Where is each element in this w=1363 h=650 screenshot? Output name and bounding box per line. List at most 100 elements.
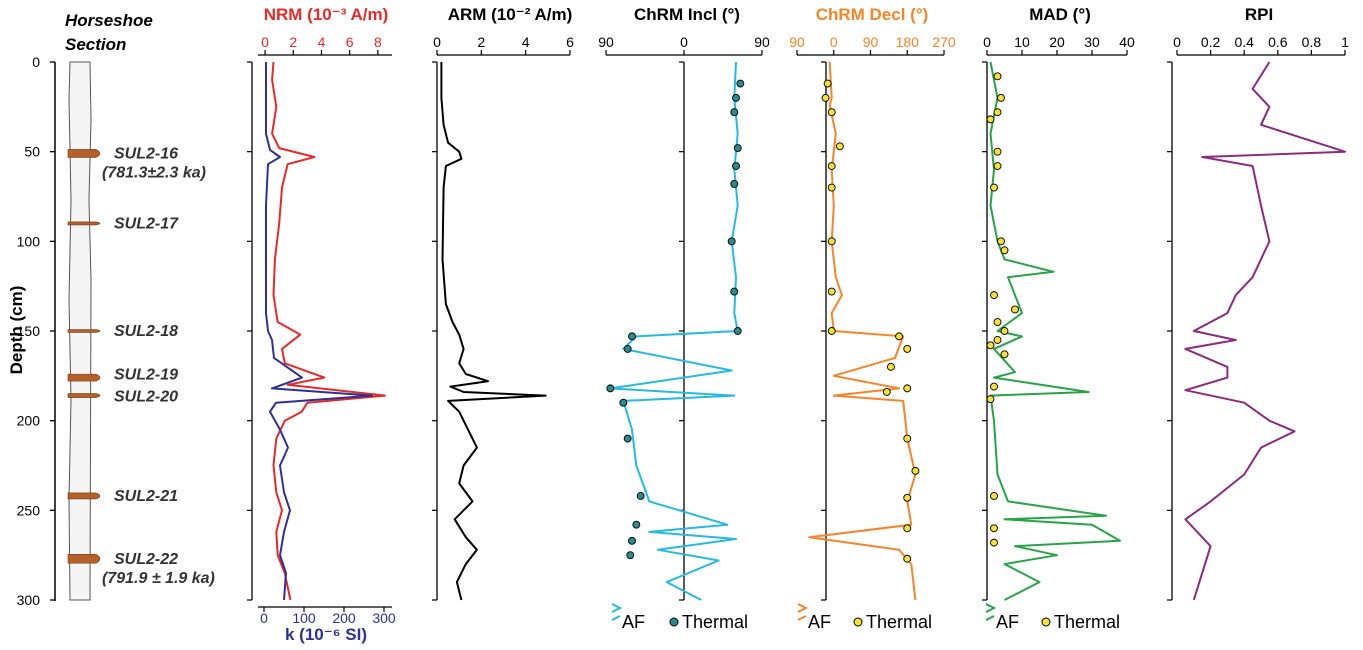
depth-tick-label: 100 xyxy=(17,233,41,249)
thermal-point xyxy=(626,551,635,560)
tephra-layer xyxy=(67,492,101,500)
thermal-point xyxy=(736,79,745,88)
thermal-point xyxy=(606,384,615,393)
value-tick-label: 0 xyxy=(830,34,838,50)
decl-legend-thermal: Thermal xyxy=(866,612,932,632)
tephra-name: SUL2-19 xyxy=(114,367,178,384)
thermal-point xyxy=(903,384,912,393)
value-tick-label: 0.4 xyxy=(1234,34,1254,50)
value-tick-label: 300 xyxy=(372,610,396,626)
tephra-age: (791.9 ± 1.9 ka) xyxy=(102,570,215,587)
decl-legend: AF Thermal xyxy=(797,603,932,632)
mad-legend: AF Thermal xyxy=(985,603,1120,632)
af-line-icon xyxy=(611,603,623,621)
thermal-point xyxy=(636,492,645,500)
mad-legend-af: AF xyxy=(996,612,1019,632)
thermal-point xyxy=(990,524,998,533)
mad-legend-thermal: Thermal xyxy=(1054,612,1120,632)
af-line-icon xyxy=(797,603,809,621)
section-column: Horseshoe Section Depth (cm) 0 50 100 150 20… xyxy=(7,11,215,608)
value-tick-label: 0.8 xyxy=(1302,34,1322,50)
depth-tick-label: 300 xyxy=(17,592,41,608)
thermal-point xyxy=(990,538,998,547)
panel-5: MAD (°) 0 10 20 30 40 xyxy=(982,5,1135,601)
thermal-point xyxy=(993,72,1002,81)
thermal-point xyxy=(628,332,636,341)
thermal-point xyxy=(990,492,998,500)
thermal-point xyxy=(997,93,1005,102)
value-tick-label: 90 xyxy=(789,34,805,50)
thermal-point xyxy=(903,434,912,443)
value-tick-label: 6 xyxy=(566,34,574,50)
value-tick-label: 8 xyxy=(374,34,382,50)
tephra-age: (781.3±2.3 ka) xyxy=(102,164,206,181)
thermal-point xyxy=(990,291,998,300)
value-tick-label: 2 xyxy=(289,34,297,50)
thermal-point xyxy=(823,79,832,88)
thermal-point xyxy=(727,237,736,246)
thermal-point xyxy=(903,344,912,353)
series-line-nrm xyxy=(271,61,386,601)
thermal-point xyxy=(886,362,895,371)
section-title-line2: Section xyxy=(65,35,126,54)
panel-title: NRM (10⁻³ A/m) xyxy=(264,5,389,24)
depth-tick-label: 250 xyxy=(17,502,41,518)
depth-axis-label: Depth (cm) xyxy=(7,286,26,375)
thermal-point xyxy=(733,144,742,153)
thermal-point xyxy=(993,147,1002,156)
thermal-point xyxy=(619,398,628,407)
thermal-point xyxy=(986,341,995,350)
thermal-point xyxy=(623,434,632,443)
thermal-point xyxy=(632,520,641,529)
panel-title: RPI xyxy=(1245,5,1273,24)
tephra-name: SUL2-16 xyxy=(114,145,178,162)
series-line-rpi xyxy=(1184,61,1346,601)
depth-tick-label: 50 xyxy=(24,144,40,160)
value-tick-label: 0 xyxy=(680,34,688,50)
value-tick-label: 90 xyxy=(598,34,614,50)
thermal-point xyxy=(990,382,998,391)
thermal-point xyxy=(895,332,904,341)
thermal-point xyxy=(990,183,998,192)
value-tick-label: 40 xyxy=(1119,34,1135,50)
value-tick-label: 0 xyxy=(983,34,991,50)
tephra-layer xyxy=(67,553,101,564)
thermal-point xyxy=(628,536,636,545)
value-tick-label: 2 xyxy=(477,34,485,50)
tephra-layer xyxy=(67,393,101,398)
thermal-point xyxy=(1000,246,1009,255)
panel-4: ChRM Decl (°) 90 0 90 180 270 xyxy=(789,5,956,601)
tephra-name: SUL2-17 xyxy=(114,215,179,232)
panel-2: ARM (10⁻² A/m) 0 2 4 6 xyxy=(432,5,574,601)
value-tick-label: 90 xyxy=(863,34,879,50)
panel-0: NRM (10⁻³ A/m) 0 2 4 6 8 xyxy=(247,5,392,601)
value-tick-label: 180 xyxy=(896,34,920,50)
thermal-point xyxy=(730,108,739,117)
thermal-point xyxy=(730,179,739,188)
thermal-dot-icon xyxy=(853,617,863,627)
value-tick-label: 0 xyxy=(261,34,269,50)
af-line-icon xyxy=(985,603,997,621)
thermal-point xyxy=(827,162,836,170)
value-tick-label: 90 xyxy=(754,34,770,50)
thermal-point xyxy=(821,93,830,102)
thermal-point xyxy=(986,115,995,124)
thermal-point xyxy=(827,183,836,192)
tephra-layers: SUL2-16 (781.3±2.3 ka) SUL2-17 SUL2-18 SUL2-… xyxy=(67,145,215,587)
value-tick-label: 0 xyxy=(433,34,441,50)
incl-legend: AF Thermal xyxy=(611,603,748,632)
value-tick-label: 30 xyxy=(1084,34,1100,50)
value-tick-label: 10 xyxy=(1014,34,1030,50)
tephra-name: SUL2-20 xyxy=(114,389,178,406)
value-tick-label: 270 xyxy=(932,34,956,50)
thermal-point xyxy=(903,554,912,563)
tephra-name: SUL2-18 xyxy=(114,323,178,340)
thermal-point xyxy=(1000,327,1009,335)
tephra-layer xyxy=(67,373,101,382)
incl-legend-af: AF xyxy=(622,612,645,632)
thermal-point xyxy=(903,493,912,502)
panels: NRM (10⁻³ A/m)0 2 4 6 8k (10⁻⁶ SI)0 100 200 300… xyxy=(247,5,1349,644)
tephra-layer xyxy=(67,221,101,226)
value-tick-label: 100 xyxy=(292,610,316,626)
